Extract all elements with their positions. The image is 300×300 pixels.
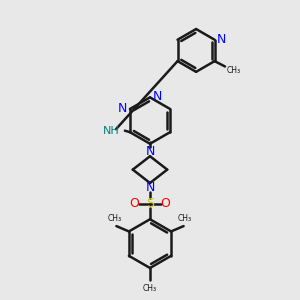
Text: O: O bbox=[160, 197, 170, 210]
Text: CH₃: CH₃ bbox=[143, 284, 157, 293]
Text: S: S bbox=[146, 197, 154, 210]
Text: N: N bbox=[145, 145, 155, 158]
Text: CH₃: CH₃ bbox=[227, 65, 241, 74]
Text: N: N bbox=[152, 90, 162, 103]
Text: N: N bbox=[217, 33, 226, 46]
Text: NH: NH bbox=[103, 126, 119, 136]
Text: CH₃: CH₃ bbox=[108, 214, 122, 223]
Text: CH₃: CH₃ bbox=[178, 214, 192, 223]
Text: N: N bbox=[118, 103, 128, 116]
Text: N: N bbox=[145, 181, 155, 194]
Text: O: O bbox=[130, 197, 140, 210]
